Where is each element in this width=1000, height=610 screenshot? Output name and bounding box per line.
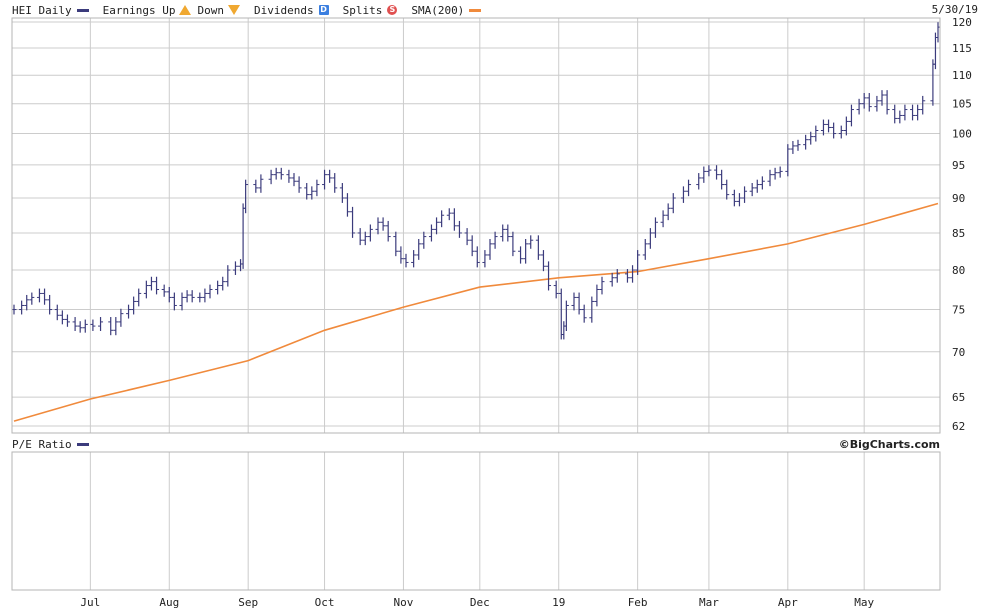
- pe-panel-border: [11, 451, 941, 591]
- y-tick-label: 85: [952, 227, 965, 240]
- split-icon: S: [387, 5, 398, 15]
- chart-legend: HEI Daily Earnings Up Down Dividends D S…: [12, 3, 495, 17]
- x-tick-label: Feb: [628, 596, 648, 609]
- y-tick-label: 62: [952, 420, 965, 433]
- legend-earnings: Earnings Up Down: [103, 4, 240, 17]
- splits-label: Splits: [342, 3, 383, 17]
- x-tick-label: Mar: [699, 596, 719, 609]
- x-tick-label: Aug: [159, 596, 179, 609]
- dividend-icon: D: [318, 5, 329, 15]
- pe-ratio-label: P/E Ratio: [12, 438, 72, 451]
- sma-line: [13, 202, 939, 422]
- y-tick-label: 110: [952, 69, 972, 82]
- sma-label: SMA(200): [411, 3, 465, 17]
- price-series: [11, 22, 941, 340]
- chart-date: 5/30/19: [931, 3, 978, 16]
- y-tick-label: 65: [952, 391, 965, 404]
- y-tick-label: 90: [952, 192, 965, 205]
- earnings-up-icon: [179, 5, 192, 15]
- price-swatch: [76, 8, 89, 12]
- sma-series: [13, 202, 939, 422]
- legend-splits: Splits S: [343, 4, 398, 17]
- pe-swatch: [76, 443, 89, 446]
- x-tick-label: Oct: [315, 596, 335, 609]
- y-tick-label: 100: [952, 128, 972, 141]
- x-tick-label: 19: [552, 596, 565, 609]
- y-tick-label: 105: [952, 98, 972, 111]
- ticker-label: HEI Daily: [12, 3, 72, 17]
- x-axis: Jul Aug Sep Oct Nov Dec 19 Feb Mar Apr May: [80, 596, 874, 609]
- y-tick-label: 75: [952, 304, 965, 317]
- earnings-down-label: Down: [197, 3, 224, 17]
- dividends-label: Dividends: [253, 3, 314, 17]
- chart-grid: [12, 18, 940, 590]
- x-tick-label: Jul: [80, 596, 100, 609]
- legend-dividends: Dividends D: [254, 4, 329, 17]
- legend-sma: SMA(200): [411, 3, 482, 17]
- x-tick-label: Nov: [394, 596, 414, 609]
- y-tick-label: 95: [952, 159, 965, 172]
- x-tick-label: Apr: [778, 596, 798, 609]
- x-tick-label: Sep: [238, 596, 258, 609]
- y-tick-label: 120: [952, 16, 972, 29]
- legend-ticker: HEI Daily: [12, 4, 89, 17]
- earnings-down-icon: [227, 5, 240, 15]
- y-tick-label: 80: [952, 264, 965, 277]
- earnings-up-label: Earnings Up: [102, 3, 176, 17]
- bigcharts-logo: ©BigCharts.com: [838, 438, 940, 451]
- x-tick-label: Dec: [470, 596, 490, 609]
- price-panel-border: [11, 17, 941, 434]
- y-axis: 62 65 70 75 80 85 90 95 100 105 110 115 120: [952, 16, 972, 433]
- sma-swatch: [469, 8, 482, 12]
- pe-ratio-legend: P/E Ratio: [12, 438, 89, 451]
- y-tick-label: 70: [952, 346, 965, 359]
- x-tick-label: May: [854, 596, 874, 609]
- y-tick-label: 115: [952, 42, 972, 55]
